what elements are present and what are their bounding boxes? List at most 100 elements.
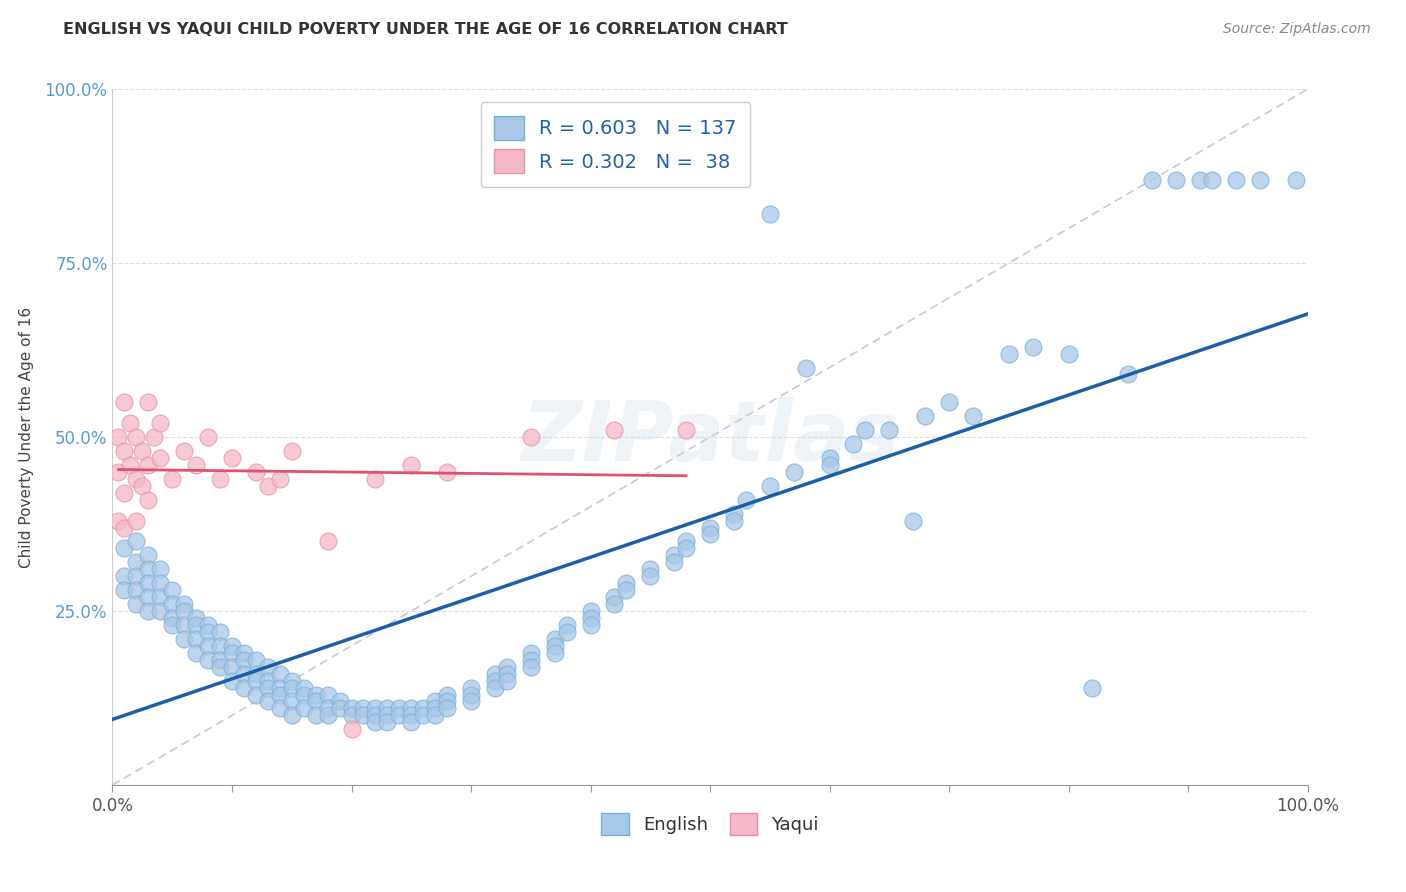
English bbox=[114, 569, 135, 583]
Yaqui bbox=[209, 472, 232, 486]
English bbox=[555, 618, 578, 632]
English bbox=[186, 618, 208, 632]
English bbox=[305, 708, 328, 723]
English bbox=[699, 520, 721, 534]
English bbox=[292, 681, 315, 695]
Yaqui bbox=[245, 465, 267, 479]
English bbox=[197, 624, 219, 639]
English bbox=[664, 549, 686, 563]
English bbox=[699, 527, 721, 541]
English bbox=[125, 555, 148, 569]
Yaqui bbox=[114, 444, 135, 458]
English bbox=[640, 569, 662, 583]
English bbox=[221, 659, 243, 673]
English bbox=[281, 708, 304, 723]
English bbox=[138, 604, 160, 618]
English bbox=[340, 701, 363, 715]
English bbox=[269, 666, 291, 681]
English bbox=[281, 673, 304, 688]
Y-axis label: Child Poverty Under the Age of 16: Child Poverty Under the Age of 16 bbox=[18, 307, 34, 567]
English bbox=[245, 653, 267, 667]
English bbox=[543, 639, 565, 653]
English bbox=[579, 618, 602, 632]
Yaqui bbox=[364, 472, 387, 486]
English bbox=[162, 583, 183, 598]
English bbox=[1201, 172, 1223, 186]
English bbox=[329, 701, 352, 715]
English bbox=[114, 583, 135, 598]
English bbox=[257, 681, 280, 695]
English bbox=[938, 395, 960, 409]
English bbox=[138, 590, 160, 604]
English bbox=[125, 583, 148, 598]
Yaqui bbox=[436, 465, 458, 479]
English bbox=[555, 624, 578, 639]
Yaqui bbox=[143, 430, 166, 444]
English bbox=[269, 681, 291, 695]
English bbox=[186, 611, 208, 625]
English bbox=[281, 694, 304, 708]
Yaqui bbox=[125, 430, 148, 444]
English bbox=[496, 673, 519, 688]
Legend: English, Yaqui: English, Yaqui bbox=[595, 805, 825, 842]
English bbox=[1081, 681, 1104, 695]
English bbox=[316, 701, 339, 715]
English bbox=[484, 681, 506, 695]
English bbox=[364, 708, 387, 723]
English bbox=[364, 715, 387, 730]
English bbox=[173, 604, 195, 618]
English bbox=[543, 632, 565, 646]
English bbox=[209, 659, 232, 673]
English bbox=[401, 701, 423, 715]
English bbox=[425, 694, 447, 708]
English bbox=[209, 639, 232, 653]
English bbox=[257, 659, 280, 673]
English bbox=[759, 207, 782, 221]
English bbox=[520, 659, 543, 673]
English bbox=[340, 708, 363, 723]
English bbox=[305, 688, 328, 702]
English bbox=[1166, 172, 1188, 186]
Yaqui bbox=[125, 514, 148, 528]
English bbox=[818, 458, 841, 472]
English bbox=[412, 708, 434, 723]
Yaqui bbox=[149, 416, 172, 430]
English bbox=[377, 708, 399, 723]
Yaqui bbox=[107, 465, 129, 479]
English bbox=[305, 694, 328, 708]
Yaqui bbox=[340, 723, 363, 737]
Yaqui bbox=[120, 416, 142, 430]
English bbox=[855, 423, 877, 437]
Yaqui bbox=[520, 430, 543, 444]
English bbox=[436, 701, 458, 715]
English bbox=[579, 604, 602, 618]
English bbox=[245, 688, 267, 702]
English bbox=[460, 688, 482, 702]
English bbox=[233, 666, 256, 681]
English bbox=[364, 701, 387, 715]
English bbox=[221, 639, 243, 653]
English bbox=[162, 611, 183, 625]
Yaqui bbox=[603, 423, 626, 437]
English bbox=[914, 409, 936, 424]
English bbox=[998, 346, 1021, 360]
English bbox=[903, 514, 925, 528]
English bbox=[401, 715, 423, 730]
Yaqui bbox=[131, 444, 153, 458]
English bbox=[186, 646, 208, 660]
Yaqui bbox=[221, 450, 243, 465]
English bbox=[496, 659, 519, 673]
English bbox=[436, 688, 458, 702]
English bbox=[460, 694, 482, 708]
English bbox=[138, 549, 160, 563]
Yaqui bbox=[401, 458, 423, 472]
Yaqui bbox=[173, 444, 195, 458]
Yaqui bbox=[149, 450, 172, 465]
English bbox=[388, 708, 411, 723]
English bbox=[292, 688, 315, 702]
English bbox=[233, 646, 256, 660]
English bbox=[209, 653, 232, 667]
English bbox=[401, 708, 423, 723]
English bbox=[1285, 172, 1308, 186]
English bbox=[818, 450, 841, 465]
